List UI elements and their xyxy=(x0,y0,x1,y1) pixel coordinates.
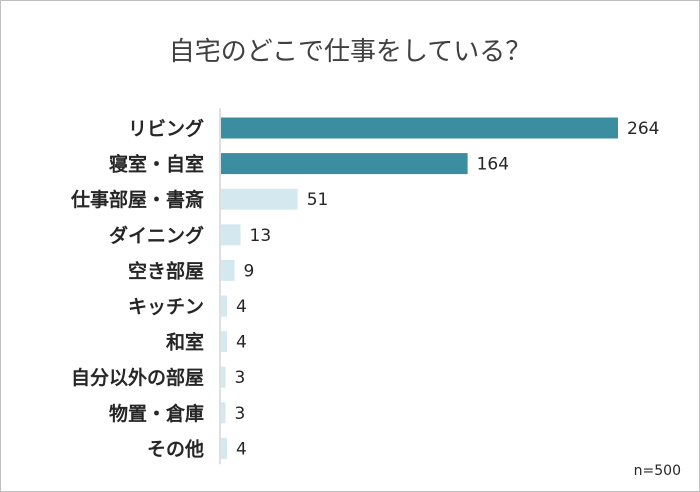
bar xyxy=(221,224,241,246)
bar xyxy=(221,259,235,281)
chart-title: 自宅のどこで仕事をしている？ xyxy=(168,37,532,67)
category-label: その他 xyxy=(147,437,204,460)
bar xyxy=(221,437,228,459)
category-label: 空き部屋 xyxy=(128,259,204,282)
data-label: 164 xyxy=(477,155,509,175)
category-label: 仕事部屋・書斎 xyxy=(70,188,204,211)
data-label: 51 xyxy=(307,190,329,210)
sample-size-note: n=500 xyxy=(633,463,681,479)
bar xyxy=(221,117,618,139)
data-label: 4 xyxy=(236,439,247,459)
data-label: 264 xyxy=(627,119,659,139)
category-label: ダイニング xyxy=(109,224,204,247)
bar xyxy=(221,188,298,210)
category-label: リビング xyxy=(128,117,204,140)
data-label: 13 xyxy=(250,226,272,246)
bar xyxy=(221,331,228,353)
bar xyxy=(221,295,228,317)
data-label: 3 xyxy=(235,368,246,388)
category-label: 自分以外の部屋 xyxy=(71,366,204,389)
data-label: 3 xyxy=(235,404,246,424)
bar xyxy=(221,153,468,175)
category-label: 寝室・自室 xyxy=(109,153,204,176)
data-label: 4 xyxy=(236,333,247,353)
category-label: 物置・倉庫 xyxy=(109,402,204,425)
category-label: 和室 xyxy=(166,331,204,354)
data-label: 9 xyxy=(244,261,255,281)
category-label: キッチン xyxy=(128,296,204,318)
bar xyxy=(221,366,226,388)
data-label: 4 xyxy=(236,297,247,317)
bar xyxy=(221,402,226,424)
